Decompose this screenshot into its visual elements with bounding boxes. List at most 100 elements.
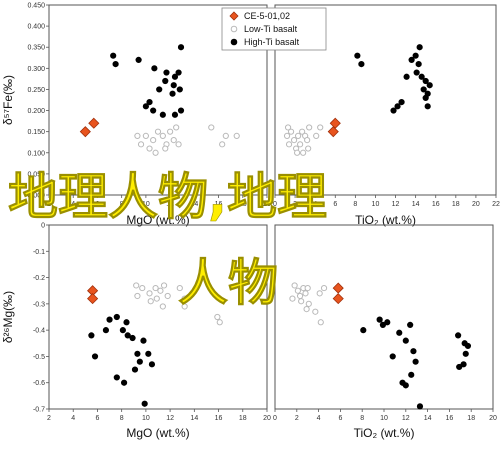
x-tick-label: 0 xyxy=(273,201,277,208)
low-ti-point xyxy=(233,132,240,139)
x-tick-label: 14 xyxy=(424,415,432,422)
low-ti-point xyxy=(291,282,298,289)
x-tick-label: 4 xyxy=(317,415,321,422)
x-tick-label: 20 xyxy=(263,201,271,208)
y-tick-label: -0.2 xyxy=(33,275,45,282)
low-ti-point xyxy=(216,319,223,326)
high-ti-point xyxy=(455,332,462,339)
x-tick-label: 8 xyxy=(120,201,124,208)
low-ti-point xyxy=(137,141,145,148)
x-tick-label: 10 xyxy=(380,415,388,422)
x-tick-label: 2 xyxy=(47,201,51,208)
high-ti-point xyxy=(394,103,401,110)
high-ti-point xyxy=(389,353,396,360)
low-ti-point xyxy=(294,149,301,156)
x-axis-label: MgO (wt.%) xyxy=(126,213,189,227)
high-ti-point xyxy=(358,61,365,68)
low-ti-point xyxy=(302,290,309,297)
low-ti-point xyxy=(219,141,226,148)
panel-3: 2 4 6 8 10 12 14 16 18 20 0 -0.1 -0.2 -0.3 -0.4 -0.5 -0.… xyxy=(1,223,271,441)
y-tick-label: -0.7 xyxy=(33,407,45,414)
high-ti-point xyxy=(136,358,143,365)
high-ti-point xyxy=(134,350,141,357)
low-ti-point xyxy=(299,128,306,135)
y-tick-label: -0.5 xyxy=(33,354,45,361)
low-ti-point xyxy=(167,128,174,135)
panel-1: 2 4 6 8 10 12 14 16 18 20 0.000 0.050 0.100 0.150 0.20… xyxy=(1,3,271,228)
high-ti-point xyxy=(156,86,163,93)
overlay-text-line2: 人物 xyxy=(178,254,278,312)
high-ti-point xyxy=(403,73,410,80)
low-ti-point xyxy=(181,303,188,310)
x-tick-label: 6 xyxy=(333,201,337,208)
y-tick-label: 0.050 xyxy=(27,171,45,178)
low-ti-point xyxy=(297,141,304,148)
x-tick-label: 18 xyxy=(239,201,247,208)
high-ti-point xyxy=(113,374,120,381)
low-ti-point xyxy=(294,287,301,294)
low-ti-point xyxy=(320,284,328,292)
x-tick-label: 6 xyxy=(95,201,99,208)
x-tick-label: 14 xyxy=(190,415,198,422)
low-ti-point xyxy=(147,298,154,305)
low-ti-point xyxy=(133,282,140,289)
low-ti-point xyxy=(304,137,311,144)
ce5-point xyxy=(332,293,344,305)
high-ti-point xyxy=(402,382,409,389)
y-tick-label: -0.4 xyxy=(33,328,45,335)
low-ti-point xyxy=(181,295,188,302)
high-ti-point xyxy=(151,65,158,72)
low-ti-point xyxy=(305,300,312,307)
high-ti-point xyxy=(142,103,149,110)
high-ti-point xyxy=(171,111,179,118)
x-axis-label: TiO₂ (wt.%) xyxy=(354,426,415,440)
high-ti-point xyxy=(376,316,383,323)
high-ti-point xyxy=(106,316,113,323)
x-tick-label: 12 xyxy=(402,415,410,422)
low-ti-point xyxy=(284,124,292,131)
high-ti-point xyxy=(169,90,176,97)
x-tick-label: 16 xyxy=(215,201,223,208)
low-ti-point xyxy=(164,292,171,300)
low-ti-point xyxy=(303,306,310,313)
low-ti-point xyxy=(146,290,153,297)
low-ti-point xyxy=(154,128,162,135)
high-ti-point xyxy=(119,327,126,334)
low-ti-point xyxy=(146,145,153,152)
y-tick-label: 0.350 xyxy=(27,45,45,52)
low-ti-point xyxy=(290,137,298,144)
plot-frame xyxy=(48,4,268,196)
ce5-point xyxy=(87,293,99,305)
high-ti-point xyxy=(177,107,185,114)
high-ti-point xyxy=(460,361,467,368)
x-tick-label: 20 xyxy=(263,415,271,422)
low-ti-point xyxy=(306,124,313,131)
low-ti-point xyxy=(296,292,304,300)
x-axis-label: MgO (wt.%) xyxy=(126,426,189,440)
high-ti-point xyxy=(163,69,170,76)
x-tick-label: 4 xyxy=(71,201,75,208)
high-ti-point xyxy=(424,103,431,110)
x-tick-label: 18 xyxy=(239,415,247,422)
high-ti-point xyxy=(418,73,425,80)
legend-label: High-Ti basalt xyxy=(244,37,300,47)
ce5-point xyxy=(79,126,91,138)
x-tick-label: 2 xyxy=(47,415,51,422)
ce5-point xyxy=(327,126,339,138)
high-ti-point xyxy=(162,77,169,85)
legend-marker-low-ti xyxy=(230,25,238,33)
y-axis-label: δ²⁶Mg(‰) xyxy=(1,291,15,343)
x-tick-label: 16 xyxy=(446,415,454,422)
low-ti-point xyxy=(298,298,305,305)
high-ti-point xyxy=(159,111,166,118)
high-ti-point xyxy=(360,327,367,334)
high-ti-point xyxy=(120,379,128,386)
x-tick-label: 14 xyxy=(190,201,198,208)
x-tick-label: 20 xyxy=(489,415,497,422)
y-tick-label: 0.300 xyxy=(27,66,45,73)
high-ti-point xyxy=(416,44,423,51)
low-ti-point xyxy=(134,292,141,300)
y-tick-label: 0.100 xyxy=(27,150,45,157)
high-ti-point xyxy=(412,52,419,59)
